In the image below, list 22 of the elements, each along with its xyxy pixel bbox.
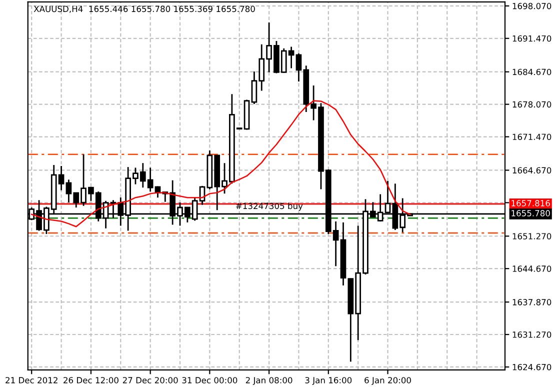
y-tick-label: 1671.470: [512, 134, 552, 140]
ref-line-label: #13247305 buy: [236, 202, 303, 211]
x-tick-label: 3 Jan 16:00: [305, 377, 352, 385]
x-tick-label: 21 Dec 2012: [6, 377, 58, 384]
x-tick-label: 26 Dec 12:00: [64, 377, 118, 384]
x-tick-label: 2 Jan 08:00: [246, 377, 292, 385]
ref-line-label: 1657.816: [512, 200, 550, 206]
y-tick-label: 1678.070: [512, 101, 552, 108]
chart-title: XAUUSD,H4 1655.446 1655.780 1655.369 1655.780: [34, 6, 255, 13]
ref-line-label: 1655.780: [512, 210, 550, 216]
y-tick-label: 1698.070: [512, 2, 552, 10]
y-tick-label: 1691.470: [512, 35, 552, 42]
x-tick-label: 6 Jan 20:00: [364, 377, 411, 385]
y-tick-label: 1644.670: [512, 266, 552, 272]
y-tick-label: 1664.670: [512, 167, 552, 174]
y-tick-label: 1624.670: [512, 364, 552, 370]
y-tick-label: 1651.270: [512, 233, 552, 240]
x-tick-label: 31 Dec 00:00: [182, 377, 238, 384]
y-tick-label: 1631.270: [512, 331, 552, 338]
y-tick-label: 1684.670: [512, 68, 552, 76]
x-tick-label: 27 Dec 20:00: [122, 377, 178, 384]
y-tick-label: 1637.870: [512, 299, 552, 306]
